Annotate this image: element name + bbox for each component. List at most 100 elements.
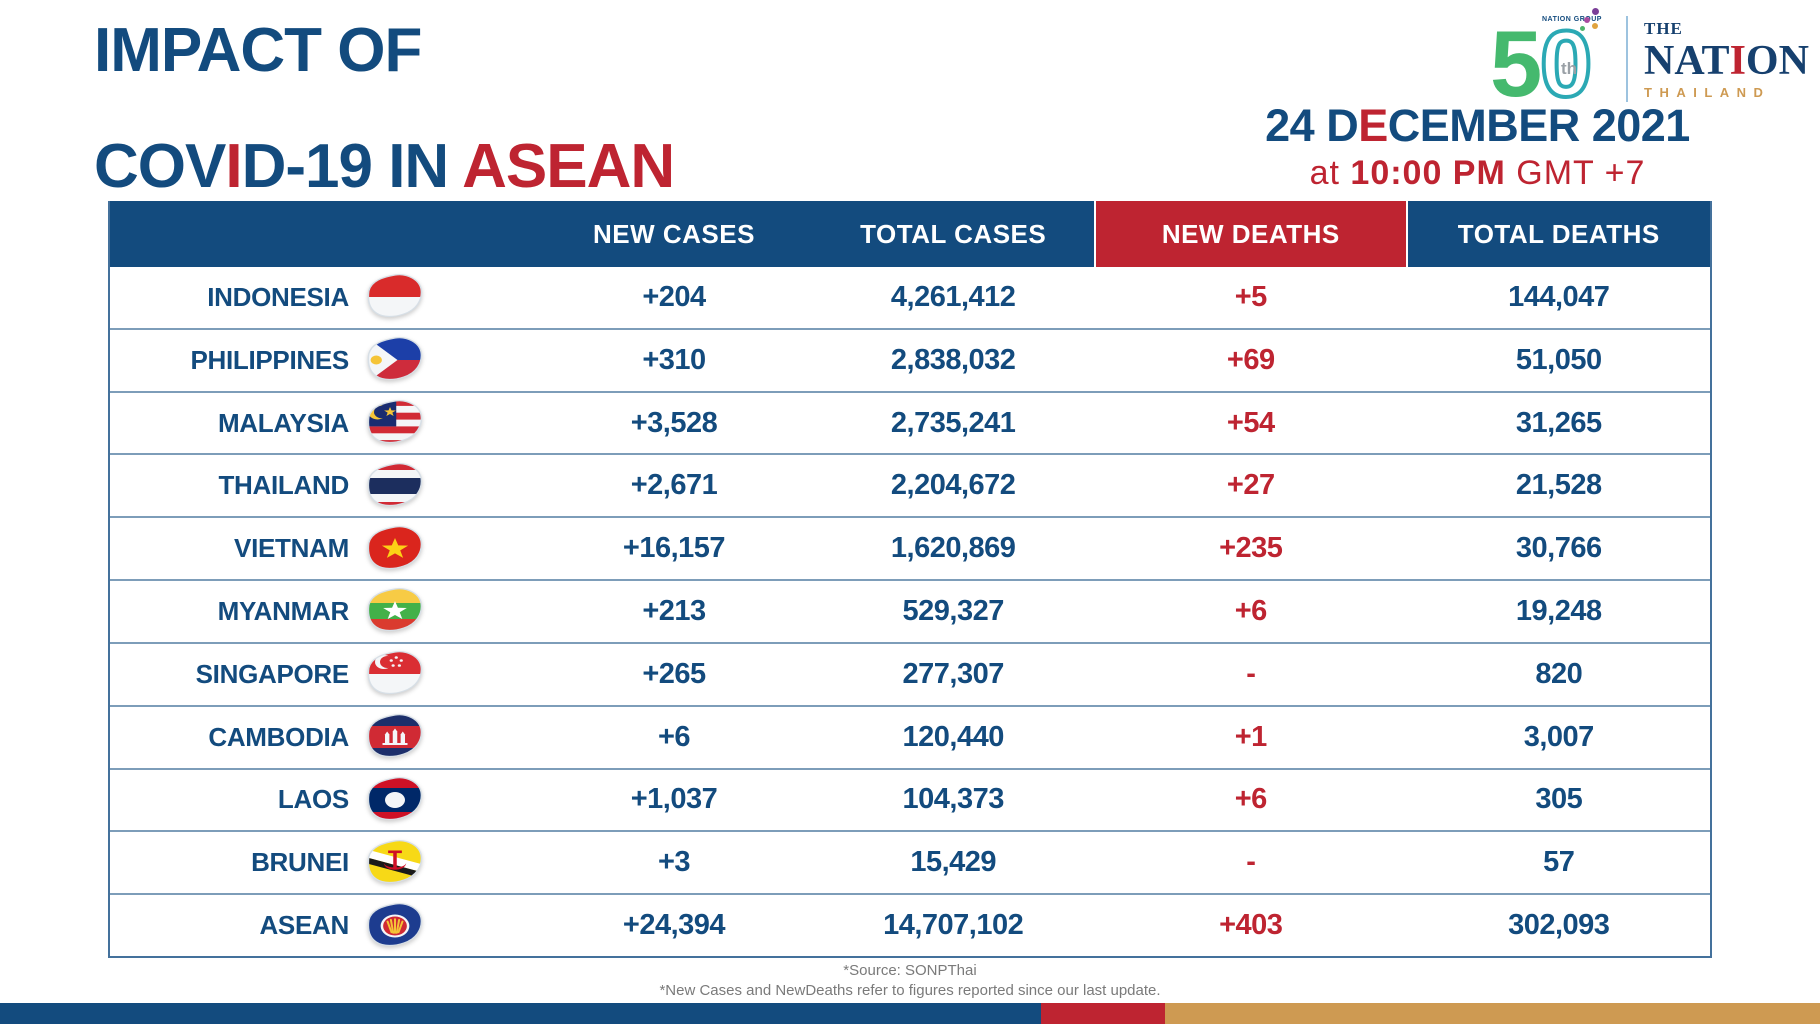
bar-segment-red xyxy=(1041,1003,1165,1024)
table-row: ASEAN +24,394 14,707,102 +403 302,093 xyxy=(110,893,1710,956)
bar-segment-gold xyxy=(1164,1003,1820,1024)
total-cases-value: 14,707,102 xyxy=(883,909,1024,942)
singapore-flag-icon xyxy=(367,651,423,695)
total-cases-value: 4,261,412 xyxy=(890,280,1016,313)
total-cases-value: 2,735,241 xyxy=(890,406,1016,439)
country-name: MYANMAR xyxy=(217,595,350,626)
new-deaths-value: +27 xyxy=(1226,469,1275,502)
total-deaths-value: 31,265 xyxy=(1515,406,1602,439)
date-red-letter: E xyxy=(1358,100,1388,151)
column-header-new-deaths: NEW DEATHS xyxy=(1093,201,1408,267)
country-name: LAOS xyxy=(277,784,349,815)
country-name: CAMBODIA xyxy=(208,721,349,752)
new-cases-value: +2,671 xyxy=(630,469,718,502)
country-cell: VIETNAM xyxy=(110,518,536,579)
bottom-color-bar xyxy=(0,1003,1820,1024)
country-flag-icon xyxy=(365,336,425,384)
new-deaths-value: +69 xyxy=(1226,343,1275,376)
country-name: VIETNAM xyxy=(234,533,349,564)
title-line2-part2: D-19 IN xyxy=(241,132,463,201)
table-row: LAOS +1,037 104,373 +6 305 xyxy=(110,767,1710,831)
total-deaths-value: 57 xyxy=(1543,846,1575,879)
bar-segment-navy xyxy=(0,1003,1042,1024)
report-time-value: 10:00 PM xyxy=(1350,154,1506,192)
new-cases-value: +204 xyxy=(642,280,706,313)
report-date: 24 DECEMBER 2021 xyxy=(1265,100,1690,151)
total-deaths-value: 21,528 xyxy=(1515,469,1602,502)
covid-data-table: NEW CASES TOTAL CASES NEW DEATHS TOTAL DEAT… xyxy=(108,201,1712,958)
country-flag-icon xyxy=(365,902,425,950)
total-deaths-value: 305 xyxy=(1535,783,1583,816)
wordmark-the: THE xyxy=(1644,18,1683,38)
nation-group-label: NATION GROUP xyxy=(1542,16,1602,23)
title-line2-part1: COV xyxy=(94,132,226,201)
new-cases-value: +3 xyxy=(657,846,691,879)
update-note: *New Cases and NewDeaths refer to figure… xyxy=(659,982,1161,999)
asean-flag-icon xyxy=(367,902,423,946)
country-flag-icon xyxy=(365,525,425,573)
title-line1: IMPACT OF xyxy=(94,16,422,85)
country-cell: SINGAPORE xyxy=(110,644,536,705)
table-row: CAMBODIA +6 120,440 +1 3,007 xyxy=(110,704,1710,768)
country-cell: INDONESIA xyxy=(110,267,536,328)
new-deaths-value: +5 xyxy=(1234,280,1268,313)
new-cases-value: +3,528 xyxy=(630,406,718,439)
total-cases-value: 15,429 xyxy=(910,846,997,879)
table-row: THAILAND +2,671 2,204,672 +27 21,528 xyxy=(110,453,1710,517)
table-row: MALAYSIA +3,528 2,735,241 +54 31,265 xyxy=(110,390,1710,454)
wordmark-thailand: THAILAND xyxy=(1644,84,1771,100)
total-cases-value: 1,620,869 xyxy=(890,532,1016,565)
new-cases-value: +310 xyxy=(642,343,706,376)
country-flag-icon xyxy=(365,839,425,887)
title-red-letter: I xyxy=(225,132,242,201)
country-flag-icon xyxy=(365,587,425,635)
wordmark-red-i: I xyxy=(1729,37,1746,84)
fifty-logo-icon: 5 0 th xyxy=(1490,9,1594,110)
logo-digit-zero: 0 xyxy=(1540,11,1592,110)
new-deaths-value: +235 xyxy=(1219,532,1283,565)
country-flag-icon xyxy=(365,399,425,447)
new-cases-value: +1,037 xyxy=(630,783,718,816)
country-flag-icon xyxy=(365,713,425,761)
new-deaths-value: +54 xyxy=(1226,406,1275,439)
country-cell: CAMBODIA xyxy=(110,707,536,768)
nation-50th-anniversary-icon: 5 0 th NATION GROUP xyxy=(1488,8,1610,110)
country-cell: ASEAN xyxy=(110,895,536,956)
new-cases-value: +265 xyxy=(642,657,706,690)
table-header-row: NEW CASES TOTAL CASES NEW DEATHS TOTAL DEAT… xyxy=(110,201,1710,267)
table-row: SINGAPORE +265 277,307 - 820 xyxy=(110,641,1710,705)
wordmark-nation: NATION xyxy=(1644,37,1809,84)
total-deaths-value: 302,093 xyxy=(1508,909,1610,942)
total-cases-value: 529,327 xyxy=(902,594,1005,627)
thailand-flag-icon xyxy=(367,462,423,506)
total-cases-value: 277,307 xyxy=(902,657,1005,690)
footnotes: *Source: SONPThai *New Cases and NewDeat… xyxy=(0,961,1820,1001)
logo-dot-icon xyxy=(1592,23,1598,29)
new-deaths-value: +6 xyxy=(1234,594,1268,627)
new-deaths-value: +403 xyxy=(1219,909,1283,942)
country-flag-icon xyxy=(365,462,425,510)
new-deaths-value: - xyxy=(1246,657,1256,690)
country-name: SINGAPORE xyxy=(195,658,350,689)
country-name: PHILIPPINES xyxy=(190,344,349,375)
country-flag-icon xyxy=(365,273,425,321)
new-deaths-value: - xyxy=(1246,846,1256,879)
column-header-new-cases: NEW CASES xyxy=(593,218,755,249)
indonesia-flag-icon xyxy=(367,274,423,318)
table-row: VIETNAM +16,157 1,620,869 +235 30,766 xyxy=(110,516,1710,580)
logo-dot-icon xyxy=(1584,17,1590,23)
table-row: MYANMAR +213 529,327 +6 19,248 xyxy=(110,579,1710,642)
title-asean: ASEAN xyxy=(462,132,675,201)
new-cases-value: +24,394 xyxy=(622,909,726,942)
country-cell: BRUNEI xyxy=(110,832,536,893)
new-cases-value: +6 xyxy=(657,720,691,753)
country-flag-icon xyxy=(365,776,425,824)
new-deaths-value: +6 xyxy=(1234,783,1268,816)
malaysia-flag-icon xyxy=(367,400,423,444)
myanmar-flag-icon xyxy=(367,588,423,632)
logo-th-suffix: th xyxy=(1561,59,1577,78)
cambodia-flag-icon xyxy=(367,714,423,758)
nation-thailand-logo: 5 0 th NATION GROUP THE NATION THAILAND xyxy=(1488,8,1809,110)
page-title: IMPACT OF COVID-19 IN ASEAN xyxy=(94,20,675,198)
the-nation-wordmark: THE NATION THAILAND xyxy=(1644,19,1809,100)
